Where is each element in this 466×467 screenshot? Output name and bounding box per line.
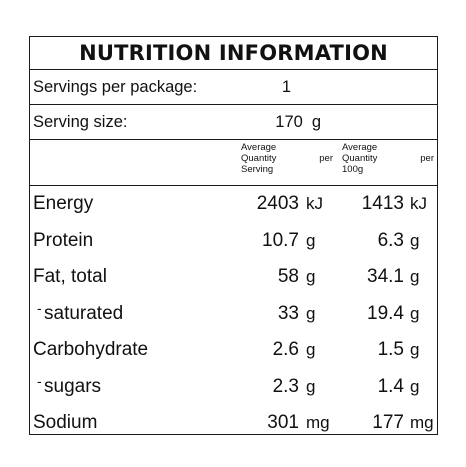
nutrient-row-sodium: Sodium 301 mg 177 mg bbox=[30, 405, 437, 442]
per-100g-unit: g bbox=[410, 303, 420, 323]
servings-row: Servings per package: 1 bbox=[30, 70, 437, 105]
per-serving-value: 33 bbox=[277, 302, 299, 324]
panel-title: NUTRITION INFORMATION bbox=[30, 37, 437, 70]
serving-size-row: Serving size: 170 g bbox=[30, 105, 437, 140]
per-serving-value: 2.6 bbox=[272, 339, 299, 360]
nutrient-row-carbohydrate: Carbohydrate 2.6 g 1.5 g bbox=[30, 332, 437, 369]
nutrient-label-group: - saturated bbox=[34, 296, 123, 333]
per-serving-unit: kJ bbox=[306, 194, 323, 213]
per-serving-unit: mg bbox=[306, 413, 330, 432]
nutrient-label: Energy bbox=[33, 193, 94, 214]
per-100g-value: 1.5 bbox=[377, 339, 404, 360]
nutrient-row-sugars: - sugars 2.3 g 1.4 g bbox=[30, 369, 437, 406]
per-serving-value: 301 bbox=[267, 412, 299, 433]
sub-item-dash: - bbox=[37, 372, 42, 389]
nutrient-label: Carbohydrate bbox=[33, 339, 149, 360]
per-100g-value: 177 bbox=[372, 412, 404, 433]
per-100g-value: 1413 bbox=[361, 193, 404, 214]
column-header-per-100g: Average Quantity per 100g bbox=[342, 142, 434, 175]
serving-size-unit: g bbox=[311, 113, 321, 131]
nutrient-label: sugars bbox=[44, 375, 102, 397]
per-serving-value: 58 bbox=[277, 266, 299, 287]
per-serving-value: 10.7 bbox=[262, 229, 299, 251]
per-serving-unit: g bbox=[306, 303, 316, 323]
nutrient-label-group: - sugars bbox=[34, 369, 101, 406]
col-100g-line2b: per bbox=[420, 153, 434, 164]
nutrient-label: saturated bbox=[44, 302, 124, 324]
per-serving-value: 2.3 bbox=[272, 375, 299, 397]
per-serving-unit: g bbox=[306, 230, 316, 250]
col-serving-line3: Serving bbox=[241, 164, 274, 175]
col-100g-line1: Average bbox=[342, 142, 378, 153]
nutrient-label: Protein bbox=[33, 229, 94, 251]
per-serving-unit: g bbox=[306, 376, 316, 396]
nutrient-label: Sodium bbox=[33, 412, 98, 433]
per-100g-value: 1.4 bbox=[377, 375, 404, 397]
col-serving-line2a: Quantity bbox=[241, 153, 277, 164]
nutrient-row-fat-total: Fat, total 58 g 34.1 g bbox=[30, 259, 437, 296]
per-serving-value: 2403 bbox=[256, 193, 299, 214]
per-100g-value: 6.3 bbox=[377, 229, 404, 251]
serving-size-value-group: 170 g bbox=[275, 105, 321, 139]
col-serving-line1: Average bbox=[241, 142, 277, 153]
per-100g-unit: g bbox=[410, 376, 420, 396]
servings-value: 1 bbox=[281, 78, 291, 96]
column-header-per-serving: Average Quantity per Serving bbox=[241, 142, 333, 175]
col-100g-line3: 100g bbox=[342, 164, 364, 175]
serving-size-value: 170 bbox=[275, 113, 303, 131]
nutrient-row-saturated: - saturated 33 g 19.4 g bbox=[30, 296, 437, 333]
nutrient-row-energy: Energy 2403 kJ 1413 kJ bbox=[30, 186, 437, 223]
column-header-row: Average Quantity per Serving Average Qua… bbox=[30, 140, 437, 186]
nutrition-panel: NUTRITION INFORMATION Servings per packa… bbox=[29, 36, 438, 435]
per-100g-unit: kJ bbox=[410, 194, 427, 213]
nutrient-row-protein: Protein 10.7 g 6.3 g bbox=[30, 223, 437, 260]
per-100g-unit: g bbox=[410, 267, 420, 286]
per-serving-unit: g bbox=[306, 267, 316, 286]
per-100g-value: 19.4 bbox=[367, 302, 404, 324]
per-100g-unit: g bbox=[410, 340, 420, 359]
col-serving-line2b: per bbox=[319, 153, 333, 164]
nutrient-rows: Energy 2403 kJ 1413 kJ Protein 10.7 g 6.… bbox=[30, 186, 437, 442]
sub-item-dash: - bbox=[37, 299, 42, 316]
per-serving-unit: g bbox=[306, 340, 316, 359]
nutrient-label: Fat, total bbox=[33, 266, 107, 287]
serving-size-label: Serving size: bbox=[33, 113, 128, 131]
col-100g-line2a: Quantity bbox=[342, 153, 378, 164]
per-100g-value: 34.1 bbox=[367, 266, 404, 287]
per-100g-unit: g bbox=[410, 230, 420, 250]
per-100g-unit: mg bbox=[410, 413, 434, 432]
servings-label: Servings per package: bbox=[33, 78, 198, 96]
